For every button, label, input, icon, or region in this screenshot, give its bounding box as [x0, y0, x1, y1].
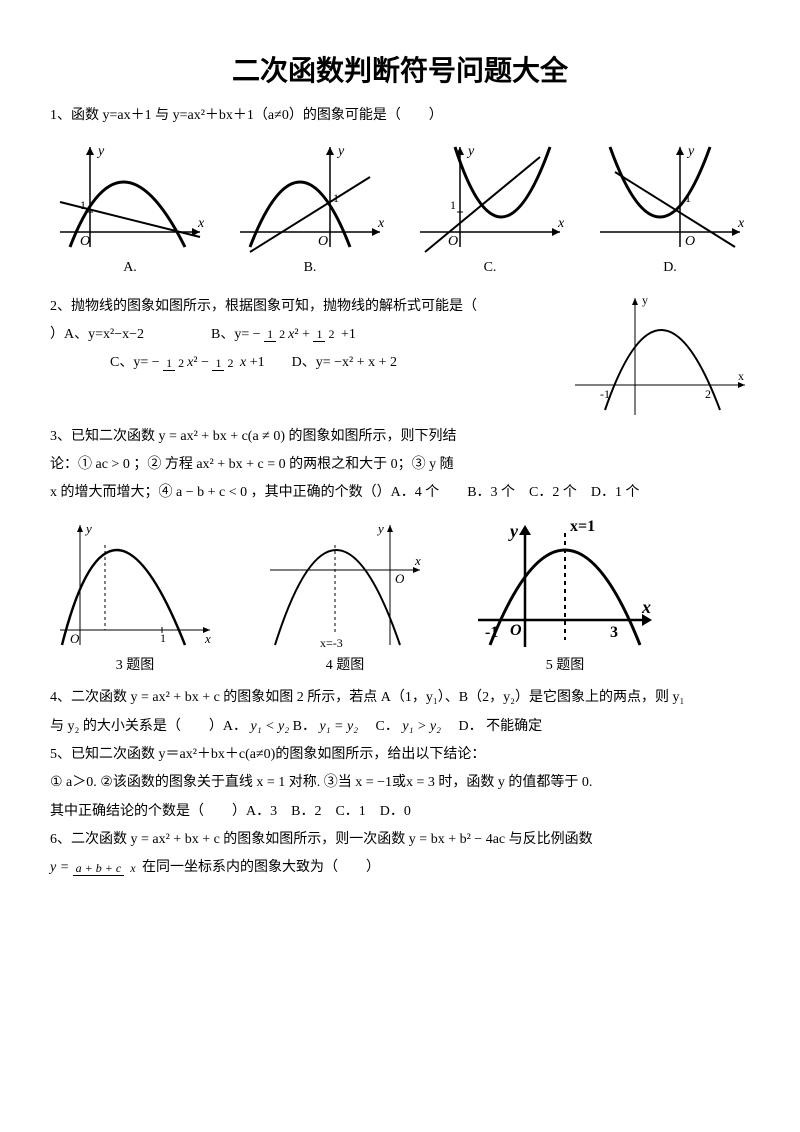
q2-opts2: C、y= − 12x² − 12 x +1 D、y= −x² + x + 2 [50, 352, 570, 374]
q4-line1: 4、二次函数 y = ax² + bx + c 的图象如图 2 所示，若点 A（… [50, 687, 750, 709]
fig5: O x y x=1 -1 3 5 题图 [470, 515, 660, 677]
svg-text:x: x [557, 216, 565, 231]
q4-b: y₁ = y₂ [319, 719, 358, 734]
q2-c-m2: x [240, 355, 246, 370]
svg-text:-1: -1 [485, 624, 498, 641]
q1-label-a: A. [50, 257, 210, 279]
svg-text:2: 2 [705, 387, 711, 401]
svg-text:y: y [508, 521, 519, 541]
fig3-label: 3 题图 [50, 655, 220, 677]
svg-text:x: x [641, 597, 651, 617]
q2-graph: x y -1 2 [570, 290, 750, 420]
q4-c-pre: C． [362, 719, 399, 734]
svg-text:1: 1 [80, 198, 86, 212]
q6-pre: y = [50, 860, 73, 875]
svg-text:y: y [336, 144, 345, 159]
svg-text:-1: -1 [600, 387, 610, 401]
q2-c-post: +1 [250, 355, 265, 370]
svg-text:O: O [70, 631, 80, 646]
q1-graph-b: O x y 1 B. [230, 137, 390, 279]
q5-line2: ① a＞0. ②该函数的图象关于直线 x = 1 对称. ③当 x = −1或x… [50, 772, 750, 794]
fig4-label: 4 题图 [260, 655, 430, 677]
q1-graphs-row: O x y 1 A. O x y 1 B. [50, 137, 750, 279]
q1-text: 1、函数 y=ax＋1 与 y=ax²＋bx＋1（a≠0）的图象可能是（ ） [50, 105, 750, 127]
svg-text:O: O [318, 234, 328, 249]
svg-text:1: 1 [333, 191, 339, 205]
q2-opt-b-pre: B、y= − [211, 327, 261, 342]
q4-d-pre: D． [445, 719, 483, 734]
q4-c: y₁ > y₂ [402, 719, 441, 734]
svg-text:x=1: x=1 [570, 518, 595, 535]
svg-text:O: O [448, 234, 458, 249]
q1-label-c: C. [410, 257, 570, 279]
q2-opt-a: ）A、y=x²−x−2 [50, 327, 144, 342]
q2-block: 2、抛物线的图象如图所示，根据图象可知，抛物线的解析式可能是（ ）A、y=x²−… [50, 290, 750, 420]
svg-text:x=-3: x=-3 [320, 636, 343, 650]
q1-graph-c: O x y 1 C. [410, 137, 570, 279]
q3-line1: 3、已知二次函数 y = ax² + bx + c(a ≠ 0) 的图象如图所示… [50, 426, 750, 448]
q2-opt-c-pre: C、y= − [110, 355, 160, 370]
q2-opts1: ）A、y=x²−x−2 B、y= − 12x² + 12 +1 [50, 324, 570, 346]
q3-line2: 论：① ac > 0 ；② 方程 ax² + bx + c = 0 的两根之和大… [50, 454, 750, 476]
svg-text:y: y [96, 144, 105, 159]
svg-text:O: O [685, 234, 695, 249]
q5-line3: 其中正确结论的个数是（ ）A．3 B．2 C．1 D．0 [50, 801, 750, 823]
svg-text:y: y [642, 293, 648, 307]
page-title: 二次函数判断符号问题大全 [50, 50, 750, 95]
q1-graph-d: O x y 1 D. [590, 137, 750, 279]
svg-text:1: 1 [685, 191, 691, 205]
q2-opt-b-post: +1 [341, 327, 356, 342]
q4-d: 不能确定 [486, 719, 542, 734]
q1-graph-a: O x y 1 A. [50, 137, 210, 279]
q3-line3: x 的增大而增大；④ a − b + c < 0 ，其中正确的个数（）A．4 个… [50, 482, 750, 504]
q5-line1: 5、已知二次函数 y＝ax²＋bx＋c(a≠0)的图象如图所示，给出以下结论： [50, 744, 750, 766]
q3-figs-row: O x y 1 3 题图 O x y x=-3 4 题图 [50, 515, 750, 677]
q6-num: a + b + c [73, 861, 125, 876]
svg-text:x: x [414, 553, 421, 568]
q1-label-d: D. [590, 257, 750, 279]
q4-line2: 与 y₂ 的大小关系是（ ）A． y₁ < y₂ B． y₁ = y₂ C． y… [50, 716, 750, 738]
svg-text:y: y [466, 144, 475, 159]
fig3: O x y 1 3 题图 [50, 515, 220, 677]
q1-label-b: B. [230, 257, 390, 279]
q4-l2-pre: 与 y₂ 的大小关系是（ ）A． [50, 719, 247, 734]
svg-text:O: O [80, 234, 90, 249]
q6-post: 在同一坐标系内的图象大致为（ ） [142, 860, 380, 875]
svg-text:x: x [377, 216, 385, 231]
svg-text:x: x [738, 369, 744, 383]
svg-text:x: x [197, 216, 205, 231]
svg-text:1: 1 [450, 198, 456, 212]
svg-text:y: y [84, 521, 92, 536]
svg-text:y: y [376, 521, 384, 536]
q2-c-m1: − [201, 355, 212, 370]
q2-line1: 2、抛物线的图象如图所示，根据图象可知，抛物线的解析式可能是（ [50, 296, 570, 318]
svg-text:x: x [737, 216, 745, 231]
svg-text:O: O [395, 571, 405, 586]
q6-line1: 6、二次函数 y = ax² + bx + c 的图象如图所示，则一次函数 y … [50, 829, 750, 851]
q2-opt-d: D、y= −x² + x + 2 [292, 355, 397, 370]
q6-den: x [127, 861, 138, 875]
svg-text:1: 1 [160, 631, 166, 645]
svg-text:3: 3 [610, 624, 618, 641]
svg-text:y: y [686, 144, 695, 159]
svg-text:x: x [204, 631, 211, 646]
svg-text:O: O [510, 622, 522, 639]
fig4: O x y x=-3 4 题图 [260, 515, 430, 677]
q4-b-pre: B． [293, 719, 316, 734]
q6-line2: y = a + b + c x 在同一坐标系内的图象大致为（ ） [50, 857, 750, 879]
fig5-label: 5 题图 [470, 655, 660, 677]
q4-a: y₁ < y₂ [251, 719, 290, 734]
